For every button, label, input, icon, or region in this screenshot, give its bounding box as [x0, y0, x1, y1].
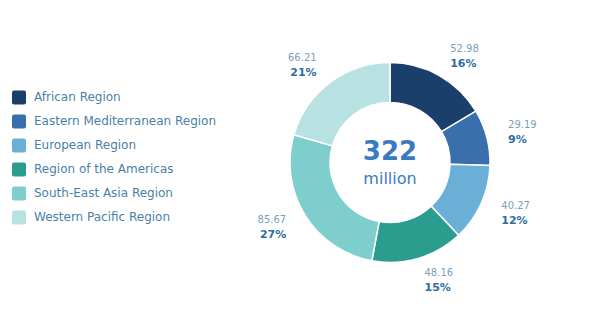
- center-text: 322: [363, 136, 417, 166]
- value-label: 48.16: [425, 267, 454, 278]
- legend-swatch: [12, 115, 26, 129]
- value-label: 85.67: [258, 214, 287, 225]
- legend-label: Region of the Americas: [34, 162, 174, 176]
- legend-label: African Region: [34, 90, 121, 104]
- share-label: 12%: [501, 214, 527, 227]
- value-label: 66.21: [288, 52, 317, 63]
- share-label: 15%: [425, 281, 451, 294]
- legend: African Region Eastern Mediterranean Regi…: [12, 90, 216, 225]
- chart: 52.98 16% 29.19 9% 40.27 12% 48.16 15% 85.67 27% 6…: [0, 0, 600, 325]
- value-label: 52.98: [450, 43, 479, 54]
- legend-swatch: [12, 211, 26, 225]
- legend-label: Eastern Mediterranean Region: [34, 114, 216, 128]
- share-label: 16%: [450, 57, 476, 70]
- share-label: 27%: [260, 228, 286, 241]
- legend-swatch: [12, 91, 26, 105]
- chart-container: 52.98 16% 29.19 9% 40.27 12% 48.16 15% 85.67 27% 6…: [0, 0, 600, 325]
- legend-label: South-East Asia Region: [34, 186, 173, 200]
- legend-label: Western Pacific Region: [34, 210, 170, 224]
- value-label: 40.27: [501, 200, 530, 211]
- data-labels: 52.98 16% 29.19 9% 40.27 12% 48.16 15% 85.67 27% 6…: [258, 43, 537, 293]
- legend-swatch: [12, 139, 26, 153]
- legend-label: European Region: [34, 138, 136, 152]
- legend-swatch: [12, 187, 26, 201]
- share-label: 21%: [290, 66, 316, 79]
- slice: [442, 111, 490, 165]
- slices: [290, 63, 490, 263]
- center-subtext: million: [363, 169, 416, 188]
- legend-swatch: [12, 163, 26, 177]
- value-label: 29.19: [508, 119, 537, 130]
- slice: [372, 206, 459, 262]
- share-label: 9%: [508, 133, 527, 146]
